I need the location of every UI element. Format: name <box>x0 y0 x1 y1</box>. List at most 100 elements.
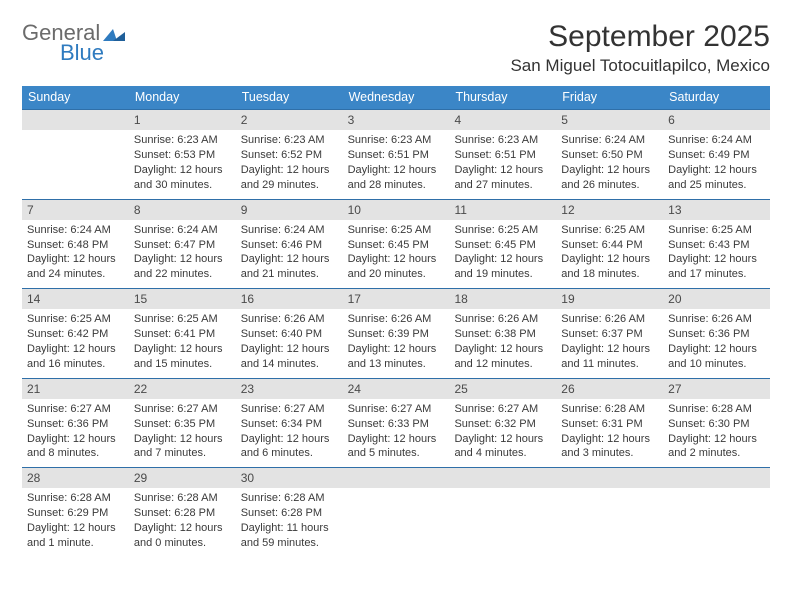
day-header: Tuesday <box>236 86 343 109</box>
sunset-text: Sunset: 6:51 PM <box>348 148 445 163</box>
day-cell: 16Sunrise: 6:26 AMSunset: 6:40 PMDayligh… <box>236 288 343 378</box>
sunrise-text: Sunrise: 6:27 AM <box>454 402 551 417</box>
sunset-text: Sunset: 6:53 PM <box>134 148 231 163</box>
date-number: 24 <box>343 378 450 399</box>
sunrise-text: Sunrise: 6:28 AM <box>134 491 231 506</box>
day-header: Friday <box>556 86 663 109</box>
day-cell: 21 Sunrise: 6:27 AMSunset: 6:36 PMDayligh… <box>22 378 129 468</box>
sunset-text: Sunset: 6:36 PM <box>27 417 124 432</box>
date-number <box>22 109 129 130</box>
sunrise-text: Sunrise: 6:24 AM <box>241 223 338 238</box>
day-cell: 12Sunrise: 6:25 AMSunset: 6:44 PMDayligh… <box>556 199 663 289</box>
sunrise-text: Sunrise: 6:23 AM <box>134 133 231 148</box>
sunset-text: Sunset: 6:51 PM <box>454 148 551 163</box>
day-cell: 10Sunrise: 6:25 AMSunset: 6:45 PMDayligh… <box>343 199 450 289</box>
date-number: 15 <box>129 288 236 309</box>
day-cell: 11Sunrise: 6:25 AMSunset: 6:45 PMDayligh… <box>449 199 556 289</box>
sunrise-text: Sunrise: 6:24 AM <box>561 133 658 148</box>
date-number: 26 <box>556 378 663 399</box>
day-cell: 15 Sunrise: 6:25 AMSunset: 6:41 PMDayligh… <box>129 288 236 378</box>
sunrise-text: Sunrise: 6:23 AM <box>241 133 338 148</box>
date-number: 28 <box>22 467 129 488</box>
date-number: 11 <box>449 199 556 220</box>
daylight-text: Daylight: 12 hours and 26 minutes. <box>561 163 658 193</box>
sunset-text: Sunset: 6:45 PM <box>348 238 445 253</box>
sunrise-text: Sunrise: 6:28 AM <box>668 402 765 417</box>
date-number: 1 <box>129 109 236 130</box>
sunrise-text: Sunrise: 6:25 AM <box>348 223 445 238</box>
daylight-text: Daylight: 12 hours and 15 minutes. <box>134 342 231 372</box>
sunset-text: Sunset: 6:46 PM <box>241 238 338 253</box>
date-number <box>663 467 770 488</box>
sunset-text: Sunset: 6:40 PM <box>241 327 338 342</box>
sunset-text: Sunset: 6:43 PM <box>668 238 765 253</box>
daylight-text: Daylight: 12 hours and 11 minutes. <box>561 342 658 372</box>
sunrise-text: Sunrise: 6:24 AM <box>134 223 231 238</box>
date-number: 5 <box>556 109 663 130</box>
day-cell: 14Sunrise: 6:25 AMSunset: 6:42 PMDayligh… <box>22 288 129 378</box>
daylight-text: Daylight: 11 hours and 59 minutes. <box>241 521 338 551</box>
daylight-text: Daylight: 12 hours and 25 minutes. <box>668 163 765 193</box>
date-number: 30 <box>236 467 343 488</box>
sunrise-text: Sunrise: 6:28 AM <box>27 491 124 506</box>
date-number: 25 <box>449 378 556 399</box>
date-number: 7 <box>22 199 129 220</box>
sunset-text: Sunset: 6:45 PM <box>454 238 551 253</box>
date-number: 2 <box>236 109 343 130</box>
sunset-text: Sunset: 6:35 PM <box>134 417 231 432</box>
day-cell: 5Sunrise: 6:24 AMSunset: 6:50 PMDaylight… <box>556 109 663 199</box>
day-cell <box>556 467 663 557</box>
day-cell: 3Sunrise: 6:23 AMSunset: 6:51 PMDaylight… <box>343 109 450 199</box>
date-number: 21 <box>22 378 129 399</box>
day-cell: 1 Sunrise: 6:23 AMSunset: 6:53 PMDaylight… <box>129 109 236 199</box>
sunrise-text: Sunrise: 6:26 AM <box>241 312 338 327</box>
date-number: 10 <box>343 199 450 220</box>
date-number: 18 <box>449 288 556 309</box>
sunrise-text: Sunrise: 6:25 AM <box>668 223 765 238</box>
day-cell: 22Sunrise: 6:27 AMSunset: 6:35 PMDayligh… <box>129 378 236 468</box>
daylight-text: Daylight: 12 hours and 8 minutes. <box>27 432 124 462</box>
sunrise-text: Sunrise: 6:27 AM <box>27 402 124 417</box>
date-number <box>449 467 556 488</box>
day-header: Sunday <box>22 86 129 109</box>
sunrise-text: Sunrise: 6:28 AM <box>241 491 338 506</box>
day-header: Thursday <box>449 86 556 109</box>
daylight-text: Daylight: 12 hours and 4 minutes. <box>454 432 551 462</box>
sunset-text: Sunset: 6:41 PM <box>134 327 231 342</box>
day-cell: 27Sunrise: 6:28 AMSunset: 6:30 PMDayligh… <box>663 378 770 468</box>
daylight-text: Daylight: 12 hours and 1 minute. <box>27 521 124 551</box>
day-cell: 7 Sunrise: 6:24 AMSunset: 6:48 PMDaylight… <box>22 199 129 289</box>
day-cell: 8Sunrise: 6:24 AMSunset: 6:47 PMDaylight… <box>129 199 236 289</box>
sunrise-text: Sunrise: 6:26 AM <box>668 312 765 327</box>
sunset-text: Sunset: 6:42 PM <box>27 327 124 342</box>
date-number: 6 <box>663 109 770 130</box>
sunset-text: Sunset: 6:33 PM <box>348 417 445 432</box>
week-row: 7Sunrise: 6:24 AMSunset: 6:48 PMDaylight… <box>22 199 770 289</box>
date-number: 22 <box>129 378 236 399</box>
day-cell: 13Sunrise: 6:25 AMSunset: 6:43 PMDayligh… <box>663 199 770 289</box>
sunrise-text: Sunrise: 6:25 AM <box>134 312 231 327</box>
sunset-text: Sunset: 6:48 PM <box>27 238 124 253</box>
sunset-text: Sunset: 6:32 PM <box>454 417 551 432</box>
daylight-text: Daylight: 12 hours and 24 minutes. <box>27 252 124 282</box>
day-header-row: Sunday Monday Tuesday Wednesday Thursday… <box>22 86 770 109</box>
day-cell: 29Sunrise: 6:28 AMSunset: 6:28 PMDayligh… <box>129 467 236 557</box>
brand-mark-icon <box>103 25 125 41</box>
date-number: 29 <box>129 467 236 488</box>
daylight-text: Daylight: 12 hours and 16 minutes. <box>27 342 124 372</box>
date-number: 20 <box>663 288 770 309</box>
daylight-text: Daylight: 12 hours and 30 minutes. <box>134 163 231 193</box>
sunset-text: Sunset: 6:36 PM <box>668 327 765 342</box>
date-number: 14 <box>22 288 129 309</box>
sunrise-text: Sunrise: 6:26 AM <box>348 312 445 327</box>
day-cell: 17Sunrise: 6:26 AMSunset: 6:39 PMDayligh… <box>343 288 450 378</box>
day-header: Wednesday <box>343 86 450 109</box>
day-cell: 19Sunrise: 6:26 AMSunset: 6:37 PMDayligh… <box>556 288 663 378</box>
sunrise-text: Sunrise: 6:24 AM <box>27 223 124 238</box>
brand-logo: General Blue <box>22 20 125 66</box>
weeks-container: 1Sunrise: 6:23 AMSunset: 6:53 PMDaylight… <box>22 109 770 557</box>
date-number: 9 <box>236 199 343 220</box>
date-number: 8 <box>129 199 236 220</box>
sunrise-text: Sunrise: 6:24 AM <box>668 133 765 148</box>
date-number: 23 <box>236 378 343 399</box>
